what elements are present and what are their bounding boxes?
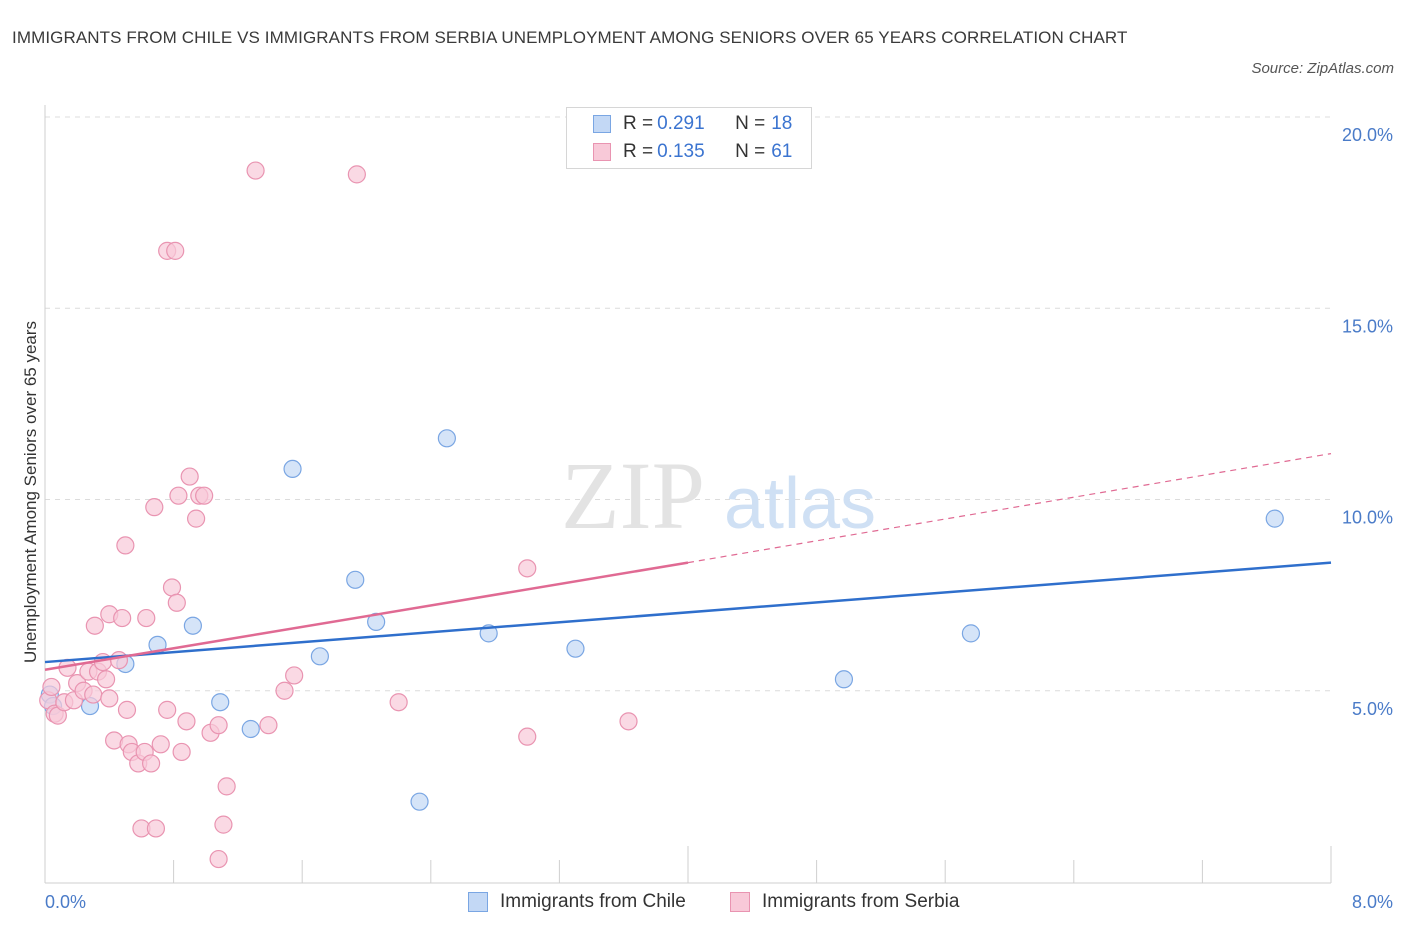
legend-row-serbia: R = 0.135 N = 61 — [567, 138, 792, 166]
serbia-swatch — [730, 892, 750, 912]
legend-label-chile: Immigrants from Chile — [500, 891, 686, 912]
serbia-point — [259, 716, 278, 735]
serbia-trend-line — [44, 561, 689, 671]
chile-point — [961, 624, 981, 643]
chile-point — [437, 429, 456, 448]
labels-layer: 5.0% 10.0% 15.0% 20.0% 0.0% 8.0% — [45, 125, 1393, 912]
serbia-point — [177, 712, 196, 731]
serbia-point — [347, 165, 366, 184]
legend-item-chile[interactable]: Immigrants from Chile — [468, 889, 686, 915]
serbia-point — [217, 777, 236, 796]
legend-label-serbia: Immigrants from Serbia — [762, 891, 960, 912]
chile-point — [241, 719, 260, 739]
chile-point — [283, 459, 302, 478]
trend-layer — [44, 453, 1332, 671]
n-label: N = — [735, 141, 766, 162]
watermark-atlas: atlas — [724, 464, 876, 544]
correlation-legend: R = 0.291 N = 18 R = 0.135 N = 61 — [566, 107, 812, 169]
serbia-point — [172, 742, 191, 762]
chile-point — [310, 647, 329, 666]
serbia-point — [518, 727, 537, 746]
serbia-point — [117, 700, 137, 719]
chile-point — [834, 670, 854, 689]
n-value-chile: 18 — [771, 113, 793, 134]
legend-item-serbia[interactable]: Immigrants from Serbia — [730, 889, 959, 915]
serbia-point — [96, 670, 116, 689]
serbia-point — [145, 498, 164, 517]
serbia-point — [209, 716, 228, 735]
n-label: N = — [735, 113, 766, 134]
x-tick-label: 8.0% — [1352, 892, 1393, 912]
y-tick-label: 10.0% — [1342, 508, 1393, 528]
serbia-point — [84, 685, 103, 704]
chile-point — [211, 693, 230, 712]
chile-point — [183, 616, 202, 635]
serbia-point — [169, 486, 188, 505]
chile-point — [1265, 509, 1284, 528]
watermark-zip: ZIP — [561, 442, 705, 549]
serbia-point — [187, 509, 206, 528]
grid-layer — [45, 116, 1331, 692]
serbia-point — [214, 815, 233, 834]
n-value-serbia: 61 — [771, 141, 793, 162]
y-tick-label: 5.0% — [1352, 699, 1393, 719]
serbia-point — [113, 608, 132, 628]
r-value-serbia: 0.135 — [657, 141, 705, 162]
serbia-point — [619, 712, 638, 731]
y-tick-label: 20.0% — [1342, 125, 1393, 145]
serbia-point — [195, 486, 214, 505]
serbia-point — [141, 754, 161, 773]
serbia-point — [180, 467, 199, 486]
r-label: R = — [623, 113, 654, 134]
y-tick-label: 15.0% — [1342, 316, 1393, 336]
r-value-chile: 0.291 — [657, 113, 705, 134]
y-axis-title: Unemployment Among Seniors over 65 years — [21, 321, 40, 663]
serbia-point — [167, 593, 186, 612]
serbia-point — [158, 700, 177, 719]
chart-title: IMMIGRANTS FROM CHILE VS IMMIGRANTS FROM… — [12, 28, 1128, 47]
points-layer — [39, 161, 1284, 869]
chile-trend-line — [44, 561, 1332, 664]
serbia-point — [42, 677, 61, 697]
serbia-point — [389, 693, 408, 712]
serbia-swatch — [593, 143, 611, 161]
serbia-point — [246, 161, 265, 180]
series-legend: Immigrants from Chile Immigrants from Se… — [0, 889, 1406, 915]
serbia-point — [85, 616, 104, 635]
serbia-point — [137, 608, 156, 628]
serbia-point — [100, 689, 119, 708]
source-credit: Source: ZipAtlas.com — [1251, 60, 1394, 77]
chile-swatch — [468, 892, 488, 912]
serbia-point — [151, 735, 170, 754]
watermark: ZIP atlas — [561, 442, 876, 549]
serbia-point — [162, 578, 182, 597]
chile-point — [410, 792, 429, 811]
chile-point — [566, 639, 585, 658]
serbia-point — [275, 681, 294, 700]
r-label: R = — [623, 141, 654, 162]
x-tick-label: 0.0% — [45, 892, 86, 912]
serbia-point — [518, 559, 537, 578]
serbia-point — [116, 536, 135, 555]
serbia-point — [146, 819, 166, 838]
serbia-point — [166, 241, 185, 260]
legend-row-chile: R = 0.291 N = 18 — [567, 110, 792, 138]
chile-point — [346, 570, 365, 589]
serbia-point — [209, 849, 228, 869]
serbia-point — [109, 651, 129, 670]
chile-swatch — [593, 115, 611, 133]
serbia-trend-extension — [687, 453, 1332, 564]
serbia-point — [285, 666, 304, 685]
axes-layer — [44, 105, 1332, 884]
